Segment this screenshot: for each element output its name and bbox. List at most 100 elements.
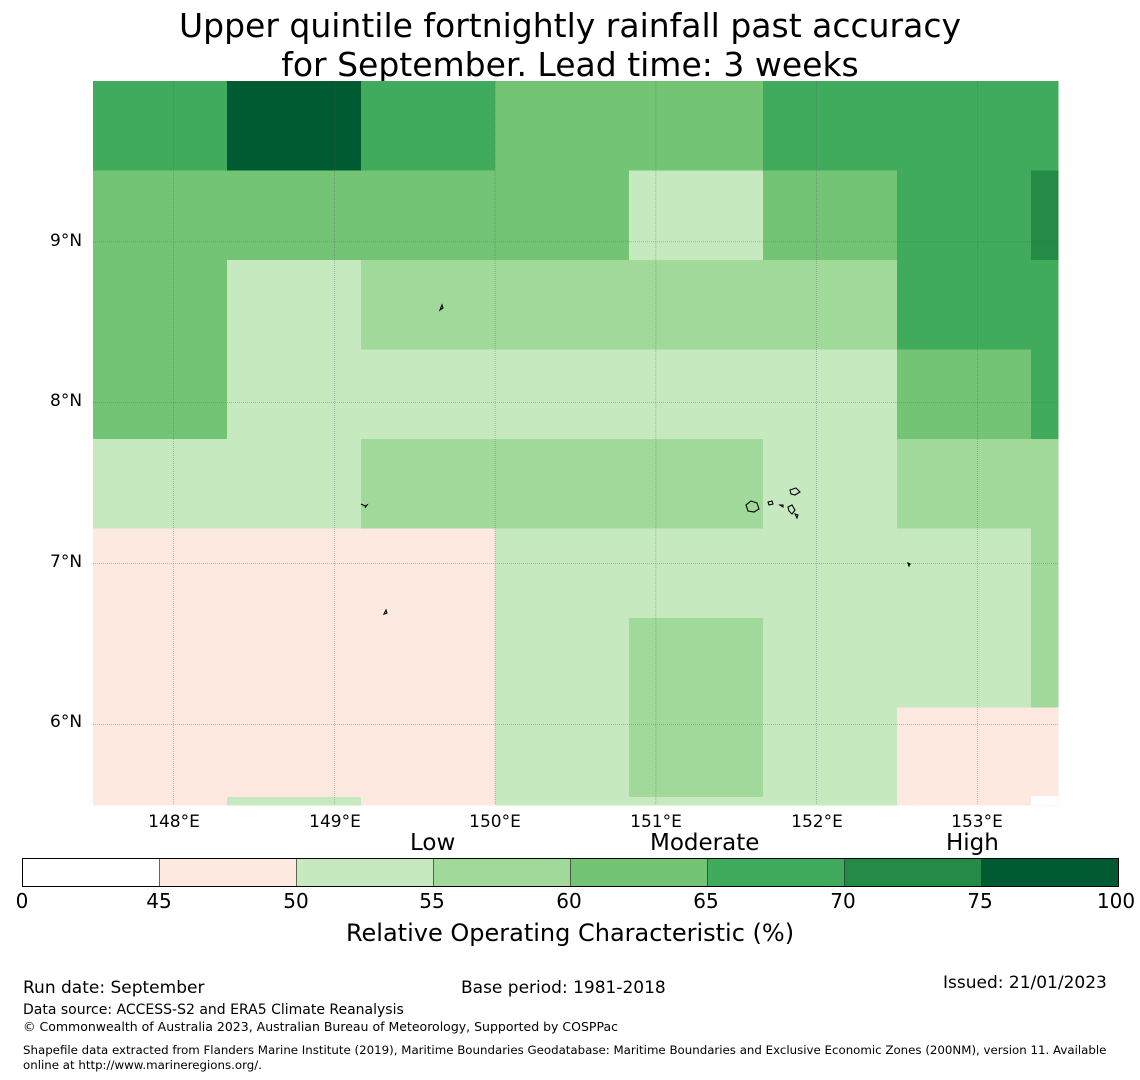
island-outline bbox=[907, 561, 911, 568]
map-cell bbox=[227, 797, 362, 806]
map-cell bbox=[495, 170, 630, 261]
lon-label-148e: 148°E bbox=[148, 812, 200, 832]
map-cell bbox=[361, 260, 496, 350]
map-cell bbox=[763, 618, 898, 708]
map-cell bbox=[93, 81, 228, 171]
map-cell bbox=[1031, 528, 1059, 619]
copyright-notice: © Commonwealth of Australia 2023, Austra… bbox=[23, 1019, 618, 1034]
chart-title-line2: for September. Lead time: 3 weeks bbox=[281, 45, 859, 84]
map-cell bbox=[361, 439, 496, 529]
shapefile-attribution-line2: online at http://www.marineregions.org/. bbox=[23, 1058, 262, 1072]
colorbar-tick: 0 bbox=[15, 889, 29, 913]
colorbar-tick: 45 bbox=[146, 889, 172, 913]
map-cell bbox=[227, 707, 362, 798]
map-cell bbox=[763, 349, 898, 440]
map-cell bbox=[763, 797, 898, 806]
map-cell bbox=[227, 170, 362, 261]
map-cell bbox=[763, 707, 898, 798]
map-cell bbox=[361, 797, 496, 806]
map-cell bbox=[897, 439, 1032, 529]
map-cell bbox=[93, 797, 228, 806]
colorbar-tick: 50 bbox=[283, 889, 309, 913]
map-cell bbox=[897, 349, 1032, 440]
island-outline bbox=[778, 504, 784, 509]
island-outline bbox=[360, 503, 369, 509]
map-cell bbox=[897, 260, 1032, 350]
map-cell bbox=[1031, 618, 1059, 708]
map-cell bbox=[93, 260, 228, 350]
map-cell bbox=[495, 81, 630, 171]
island-outline bbox=[789, 487, 801, 496]
map-cell bbox=[763, 528, 898, 619]
colorbar-segment bbox=[22, 858, 160, 887]
chart-title-line1: Upper quintile fortnightly rainfall past… bbox=[178, 6, 962, 45]
colorbar-border bbox=[22, 858, 1119, 887]
map-cell bbox=[1031, 81, 1059, 171]
colorbar-segment bbox=[844, 858, 982, 887]
map-cell bbox=[93, 528, 228, 619]
map-cell bbox=[227, 349, 362, 440]
lat-label-9n: 9°N bbox=[50, 231, 83, 251]
map-cell bbox=[361, 707, 496, 798]
map-cell bbox=[93, 439, 228, 529]
map-cell bbox=[361, 528, 496, 619]
colorbar-segment bbox=[159, 858, 297, 887]
map-cell bbox=[361, 349, 496, 440]
map-cell bbox=[93, 618, 228, 708]
lon-label-153e: 153°E bbox=[951, 812, 1003, 832]
colorbar-segment bbox=[570, 858, 708, 887]
map-cell bbox=[897, 81, 1032, 171]
map-cell bbox=[763, 81, 898, 171]
colorbar-segment bbox=[433, 858, 571, 887]
legend-category-moderate: Moderate bbox=[650, 830, 760, 856]
legend-category-low: Low bbox=[410, 830, 456, 856]
map-cell bbox=[495, 528, 630, 619]
legend-category-high: High bbox=[946, 830, 999, 856]
issued-date: Issued: 21/01/2023 bbox=[943, 973, 1107, 993]
map-cell bbox=[629, 528, 764, 619]
map-cell bbox=[629, 81, 764, 171]
map-cell bbox=[629, 797, 764, 806]
map-cell bbox=[93, 349, 228, 440]
map-cell bbox=[227, 618, 362, 708]
shapefile-attribution-line1: Shapefile data extracted from Flanders M… bbox=[23, 1043, 1107, 1057]
map-cell bbox=[495, 618, 630, 708]
run-date: Run date: September bbox=[23, 978, 205, 998]
lat-label-8n: 8°N bbox=[50, 391, 83, 411]
map-cell bbox=[897, 797, 1032, 806]
map-cell bbox=[1031, 707, 1059, 798]
colorbar bbox=[22, 858, 1119, 887]
colorbar-tick: 55 bbox=[419, 889, 445, 913]
colorbar-axis-label: Relative Operating Characteristic (%) bbox=[345, 919, 795, 947]
map-cell bbox=[763, 260, 898, 350]
lon-label-149e: 149°E bbox=[309, 812, 361, 832]
lat-label-7n: 7°N bbox=[50, 552, 83, 572]
island-outline bbox=[382, 608, 388, 615]
colorbar-segment bbox=[707, 858, 845, 887]
map-cell bbox=[495, 349, 630, 440]
colorbar-tick: 60 bbox=[556, 889, 582, 913]
map-cell bbox=[93, 170, 228, 261]
data-source: Data source: ACCESS-S2 and ERA5 Climate … bbox=[23, 1002, 404, 1018]
map-cell bbox=[629, 349, 764, 440]
island-outline bbox=[787, 504, 796, 515]
map-cell bbox=[763, 439, 898, 529]
map-cell bbox=[227, 528, 362, 619]
map-cell bbox=[897, 618, 1032, 708]
map-cell bbox=[361, 81, 496, 171]
colorbar-tick: 70 bbox=[830, 889, 856, 913]
map-cell bbox=[495, 707, 630, 798]
lon-label-152e: 152°E bbox=[791, 812, 843, 832]
map-no-data-cell bbox=[1031, 796, 1058, 805]
lon-label-151e: 151°E bbox=[630, 812, 682, 832]
lon-label-150e: 150°E bbox=[469, 812, 521, 832]
map-cell bbox=[495, 260, 630, 350]
colorbar-tick: 75 bbox=[967, 889, 993, 913]
map-cell bbox=[1031, 170, 1059, 261]
island-outline bbox=[438, 303, 444, 312]
lat-label-6n: 6°N bbox=[50, 712, 83, 732]
colorbar-segment bbox=[296, 858, 434, 887]
map-cell bbox=[629, 260, 764, 350]
map-cell bbox=[93, 707, 228, 798]
colorbar-segment bbox=[981, 858, 1119, 887]
